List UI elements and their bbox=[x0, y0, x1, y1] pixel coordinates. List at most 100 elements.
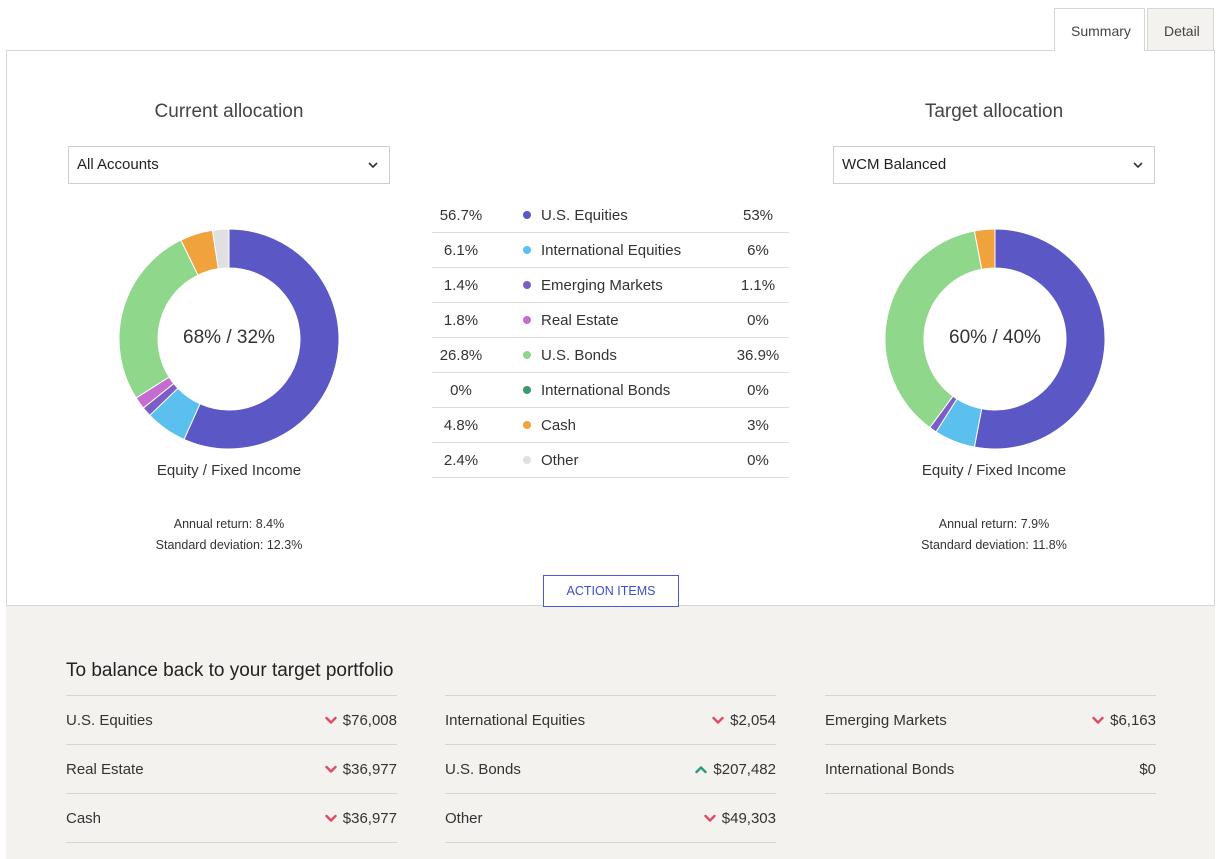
legend-color-dot bbox=[523, 386, 531, 394]
arrow-down-icon bbox=[325, 765, 337, 773]
legend-current-value: 6.1% bbox=[443, 241, 479, 259]
rebalance-amount: $0 bbox=[1139, 760, 1156, 778]
legend-color-dot bbox=[523, 246, 531, 254]
legend-current-value: 56.7% bbox=[439, 206, 483, 224]
chevron-down-icon bbox=[368, 162, 378, 169]
legend-color-dot bbox=[523, 421, 531, 429]
arrow-down-icon bbox=[704, 814, 716, 822]
rebalance-amount-wrap: $76,008 bbox=[325, 712, 397, 729]
legend-asset-name: Emerging Markets bbox=[541, 276, 663, 294]
rebalance-amount-wrap: $0 bbox=[1139, 761, 1156, 778]
legend-color-dot bbox=[523, 456, 531, 464]
current-std-dev: Standard deviation: 12.3% bbox=[155, 538, 303, 552]
donut-slice-other bbox=[211, 228, 230, 270]
legend-target-value: 3% bbox=[747, 416, 769, 434]
action-items-button[interactable]: ACTION ITEMS bbox=[543, 575, 679, 607]
rebalance-amount-wrap: $2,054 bbox=[712, 712, 776, 729]
current-allocation-donut bbox=[118, 228, 340, 450]
rebalance-asset-name: U.S. Equities bbox=[66, 711, 153, 729]
arrow-down-icon bbox=[712, 716, 724, 724]
target-portfolio-select[interactable]: WCM Balanced bbox=[833, 146, 1155, 184]
target-equity-fixed-label: Equity / Fixed Income bbox=[921, 462, 1067, 479]
arrow-up-icon bbox=[695, 765, 708, 773]
rebalance-amount: $49,303 bbox=[721, 809, 776, 827]
rebalance-row: U.S. Equities $76,008 bbox=[66, 696, 397, 745]
chevron-down-icon bbox=[1133, 162, 1143, 169]
donut-slice-u-s-equities bbox=[183, 228, 340, 450]
rebalance-asset-name: Real Estate bbox=[66, 760, 144, 778]
legend-target-value: 6% bbox=[747, 241, 769, 259]
legend-color-dot bbox=[523, 316, 531, 324]
rebalance-asset-name: International Bonds bbox=[825, 760, 955, 778]
legend-current-value: 0% bbox=[450, 381, 472, 399]
target-std-dev: Standard deviation: 11.8% bbox=[921, 538, 1067, 552]
tab-detail[interactable]: Detail bbox=[1147, 8, 1214, 50]
rebalance-asset-name: Other bbox=[445, 809, 483, 827]
target-select-value: WCM Balanced bbox=[842, 156, 947, 173]
current-annual-return: Annual return: 8.4% bbox=[173, 517, 285, 531]
current-equity-fixed-label: Equity / Fixed Income bbox=[156, 462, 302, 479]
rebalance-amount: $207,482 bbox=[713, 760, 776, 778]
arrow-down-icon bbox=[325, 716, 337, 724]
legend-current-value: 1.4% bbox=[443, 276, 479, 294]
current-stats: Annual return: 8.4% Standard deviation: … bbox=[68, 514, 390, 556]
rebalance-amount-wrap: $6,163 bbox=[1092, 712, 1156, 729]
current-equity-fixed-ratio: 68% / 32% bbox=[183, 327, 275, 348]
rebalance-amount-wrap: $36,977 bbox=[325, 810, 397, 827]
legend-asset-name: International Bonds bbox=[541, 381, 671, 399]
rebalance-amount: $2,054 bbox=[730, 711, 776, 729]
legend-row: 0% International Bonds 0% bbox=[432, 373, 789, 408]
legend-target-value: 0% bbox=[747, 451, 769, 469]
legend-current-value: 26.8% bbox=[439, 346, 483, 364]
rebalance-amount-wrap: $49,303 bbox=[704, 810, 776, 827]
rebalance-section: To balance back to your target portfolio… bbox=[6, 606, 1215, 859]
legend-asset-name: Other bbox=[541, 451, 579, 469]
legend-color-dot bbox=[523, 211, 531, 219]
legend-asset-name: International Equities bbox=[541, 241, 682, 259]
legend-row: 4.8% Cash 3% bbox=[432, 408, 789, 443]
rebalance-asset-name: Cash bbox=[66, 809, 102, 827]
legend-target-value: 0% bbox=[747, 311, 769, 329]
legend-row: 56.7% U.S. Equities 53% bbox=[432, 198, 789, 233]
arrow-down-icon bbox=[1092, 716, 1104, 724]
legend-row: 1.8% Real Estate 0% bbox=[432, 303, 789, 338]
allocation-legend-table: 56.7% U.S. Equities 53% 6.1% International E… bbox=[432, 198, 789, 478]
rebalance-asset-name: U.S. Bonds bbox=[445, 760, 521, 778]
legend-target-value: 0% bbox=[747, 381, 769, 399]
current-allocation-title: Current allocation bbox=[154, 101, 304, 122]
rebalance-row: Real Estate $36,977 bbox=[66, 745, 397, 794]
legend-row: 26.8% U.S. Bonds 36.9% bbox=[432, 338, 789, 373]
legend-asset-name: U.S. Bonds bbox=[541, 346, 617, 364]
legend-row: 6.1% International Equities 6% bbox=[432, 233, 789, 268]
legend-target-value: 36.9% bbox=[736, 346, 780, 364]
legend-current-value: 4.8% bbox=[443, 416, 479, 434]
rebalance-asset-name: Emerging Markets bbox=[825, 711, 947, 729]
legend-current-value: 2.4% bbox=[443, 451, 479, 469]
legend-color-dot bbox=[523, 351, 531, 359]
tab-summary[interactable]: Summary bbox=[1054, 8, 1145, 51]
rebalance-column: U.S. Equities $76,008 Real Estate $36,977 Ca… bbox=[66, 695, 397, 843]
rebalance-amount: $36,977 bbox=[342, 760, 397, 778]
legend-asset-name: Cash bbox=[541, 416, 577, 434]
target-annual-return: Annual return: 7.9% bbox=[938, 517, 1050, 531]
donut-slice-cash bbox=[973, 228, 996, 270]
rebalance-title: To balance back to your target portfolio bbox=[66, 660, 394, 681]
view-tabs: Summary Detail bbox=[1054, 8, 1214, 51]
rebalance-row: Other $49,303 bbox=[445, 794, 776, 843]
donut-slice-u-s-bonds bbox=[884, 230, 983, 429]
legend-asset-name: Real Estate bbox=[541, 311, 619, 329]
account-select[interactable]: All Accounts bbox=[68, 146, 390, 184]
target-equity-fixed-ratio: 60% / 40% bbox=[949, 327, 1041, 348]
rebalance-amount-wrap: $207,482 bbox=[695, 761, 776, 778]
rebalance-amount-wrap: $36,977 bbox=[325, 761, 397, 778]
rebalance-row: Emerging Markets $6,163 bbox=[825, 696, 1156, 745]
legend-row: 1.4% Emerging Markets 1.1% bbox=[432, 268, 789, 303]
rebalance-amount: $76,008 bbox=[342, 711, 397, 729]
rebalance-amount: $6,163 bbox=[1110, 711, 1156, 729]
rebalance-column: Emerging Markets $6,163 International Bond… bbox=[825, 695, 1156, 794]
legend-current-value: 1.8% bbox=[443, 311, 479, 329]
target-stats: Annual return: 7.9% Standard deviation: … bbox=[833, 514, 1155, 556]
legend-target-value: 1.1% bbox=[740, 276, 776, 294]
rebalance-row: U.S. Bonds $207,482 bbox=[445, 745, 776, 794]
donut-slice-u-s-equities bbox=[973, 228, 1106, 450]
